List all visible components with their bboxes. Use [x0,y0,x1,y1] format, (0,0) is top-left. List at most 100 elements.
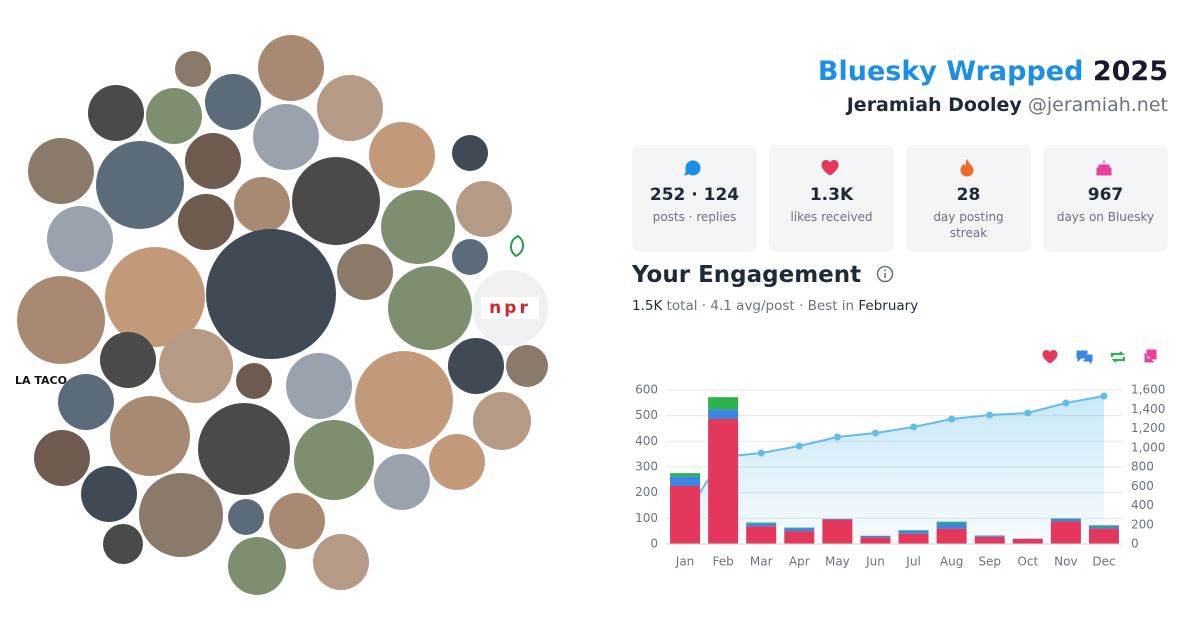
section-title-text: Your Engagement [632,262,862,288]
y2-tick-label: 600 [1131,479,1154,493]
avatar [88,85,144,141]
y-tick-label: 300 [635,460,658,474]
user-name: Jeramiah Dooley [846,94,1022,116]
avatar [228,537,286,595]
avatar [105,247,205,347]
avatar [369,122,435,188]
y2-tick-label: 1,400 [1131,402,1165,416]
x-tick-label: Oct [1017,555,1038,569]
avatar [81,466,137,522]
avatar [96,141,184,229]
avatar [456,181,512,237]
avatar [159,329,233,403]
line-point [1062,399,1070,407]
avatar [286,353,352,419]
bar [936,522,967,529]
x-tick-label: Feb [713,555,734,569]
bar [1088,525,1119,527]
legend-icon [1042,350,1058,364]
logo-box [481,297,539,319]
user-handle: @jeramiah.net [1027,94,1168,116]
bar [860,537,891,544]
y2-tick-label: 400 [1131,498,1154,512]
y-tick-label: 100 [635,511,658,525]
avatar [313,534,369,590]
bar [784,528,815,532]
avatar [110,396,190,476]
avatar [388,266,472,350]
y2-tick-label: 1,200 [1131,421,1165,435]
avatar [258,35,324,101]
stat-card: 28 day posting streak [906,145,1031,252]
avatar [146,88,202,144]
avatar [452,135,488,171]
bar [746,526,777,544]
bar [974,535,1005,537]
avatar [236,363,272,399]
bar [898,533,929,544]
bar [936,521,967,523]
x-tick-label: Apr [789,555,810,569]
info-icon[interactable] [875,264,895,284]
stat-icon [821,160,839,176]
bar [898,530,929,531]
avatar [175,51,211,87]
avatar [253,104,319,170]
avatar [178,194,234,250]
stat-label: days on Bluesky [1056,210,1155,224]
x-tick-label: Nov [1054,555,1077,569]
line-point [833,433,841,441]
bar [860,535,891,538]
best: February [858,298,919,314]
avatar [452,239,488,275]
y-tick-label: 600 [635,383,658,397]
avatar [100,332,156,388]
avatar [506,345,548,387]
line [684,394,1105,516]
avatar [58,374,114,430]
avatar [473,392,531,450]
avatar [34,430,90,486]
y-tick-label: 200 [635,485,658,499]
bar [822,518,853,520]
y2-tick-label: 1,600 [1131,383,1165,397]
stat-label: posts · replies [652,210,737,224]
stat-icon [960,159,974,177]
legend-icon [1110,351,1126,363]
avatar [185,133,241,189]
line-point [986,411,994,419]
avatar [448,338,504,394]
avatar [374,454,430,510]
bar [746,522,777,524]
bar [822,519,853,544]
avatar [234,177,290,233]
avatar [269,493,325,549]
title: Bluesky Wrapped 2025 [818,56,1168,87]
bar [1050,518,1081,522]
bar [1088,528,1119,544]
line-point [1100,392,1108,400]
title-text: Bluesky Wrapped [817,56,1084,87]
stat-card: 967 days on Bluesky [1043,145,1168,252]
avatar [103,524,143,564]
y-tick-label: 400 [635,434,658,448]
x-tick-label: May [825,555,850,569]
bar [1050,521,1081,544]
bar [974,536,1005,544]
x-tick-label: Jan [675,555,695,569]
avatar [355,351,453,449]
y2-tick-label: 0 [1131,537,1139,551]
line-point [910,423,918,431]
stat-value: 1.3K [809,185,854,205]
y-tick-label: 500 [635,408,658,422]
bar [670,473,701,477]
stat-icon [684,160,701,176]
y-tick-label: 0 [650,537,658,551]
line-area [685,395,1104,544]
x-tick-label: Aug [940,555,963,569]
line-point [1024,409,1032,417]
avatar [228,499,264,535]
avatar [28,138,94,204]
line-point [871,429,879,437]
